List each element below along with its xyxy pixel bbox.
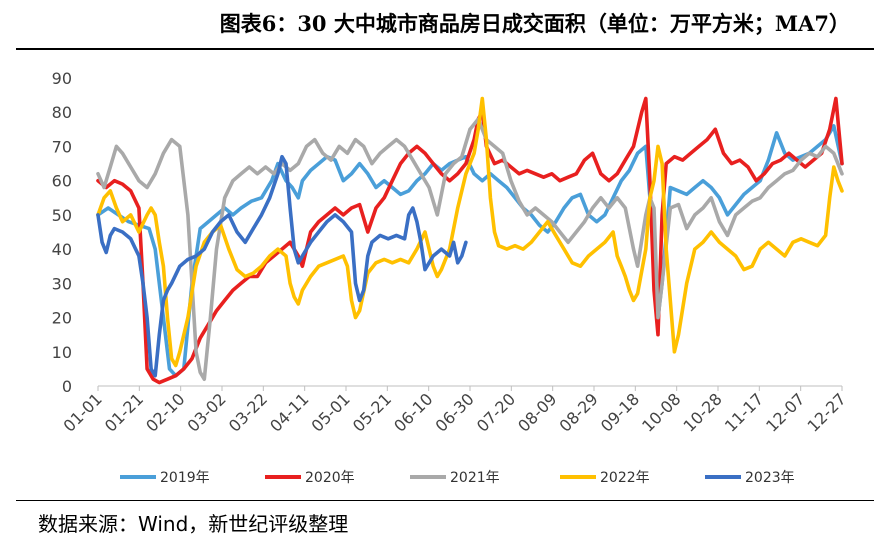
y-tick-label: 10 <box>52 343 72 362</box>
x-tick-label: 11-17 <box>721 389 767 435</box>
series-lines <box>96 96 844 385</box>
source-rule <box>16 500 874 501</box>
title-rule <box>16 48 874 50</box>
x-tick-label: 04-11 <box>266 389 312 435</box>
y-tick-label: 30 <box>52 274 72 293</box>
x-tick-label: 10-08 <box>638 389 684 435</box>
x-tick-label: 06-30 <box>432 389 478 435</box>
legend-item: 2020年 <box>265 470 355 486</box>
legend-item: 2021年 <box>410 470 500 486</box>
x-tick-label: 01-01 <box>60 389 106 435</box>
x-tick-label: 09-18 <box>597 389 643 435</box>
legend-label: 2023年 <box>745 470 795 486</box>
line-chart: 010203040506070809001-0101-2102-1003-020… <box>52 69 850 486</box>
legend-label: 2019年 <box>160 470 210 486</box>
y-tick-label: 0 <box>62 377 72 396</box>
series-line-5 <box>96 154 468 378</box>
x-tick-label: 05-01 <box>308 389 354 435</box>
y-tick-label: 20 <box>52 309 72 328</box>
x-tick-label: 01-21 <box>101 389 147 435</box>
y-tick-label: 80 <box>52 103 72 122</box>
y-tick-label: 40 <box>52 240 72 259</box>
y-tick-label: 60 <box>52 172 72 191</box>
x-tick-label: 03-22 <box>225 389 271 435</box>
series-line-3 <box>96 117 844 381</box>
legend: 2019年 2020年 2021年 2022年 2023年 <box>120 470 795 486</box>
y-tick-label: 90 <box>52 69 72 88</box>
legend-item: 2019年 <box>120 470 210 486</box>
x-tick-label: 07-20 <box>473 389 519 435</box>
y-tick-label: 50 <box>52 206 72 225</box>
x-tick-label: 08-29 <box>556 389 602 435</box>
x-tick-label: 02-10 <box>142 389 188 435</box>
legend-label: 2020年 <box>305 470 355 486</box>
x-tick-label: 08-09 <box>514 389 560 435</box>
legend-label: 2021年 <box>450 470 500 486</box>
legend-item: 2022年 <box>560 470 650 486</box>
legend-label: 2022年 <box>600 470 650 486</box>
x-tick-label: 06-10 <box>390 389 436 435</box>
x-tick-label: 10-28 <box>680 389 726 435</box>
x-tick-label: 12-07 <box>762 389 808 435</box>
y-tick-label: 70 <box>52 137 72 156</box>
source-note: 数据来源：Wind，新世纪评级整理 <box>38 512 349 536</box>
chart-title: 图表6：30 大中城市商品房日成交面积（单位：万平方米；MA7） <box>219 11 850 36</box>
series-line-1 <box>96 124 844 378</box>
x-tick-label: 12-27 <box>804 389 850 435</box>
x-tick-label: 05-21 <box>349 389 395 435</box>
legend-item: 2023年 <box>705 470 795 486</box>
x-tick-label: 03-02 <box>184 389 230 435</box>
